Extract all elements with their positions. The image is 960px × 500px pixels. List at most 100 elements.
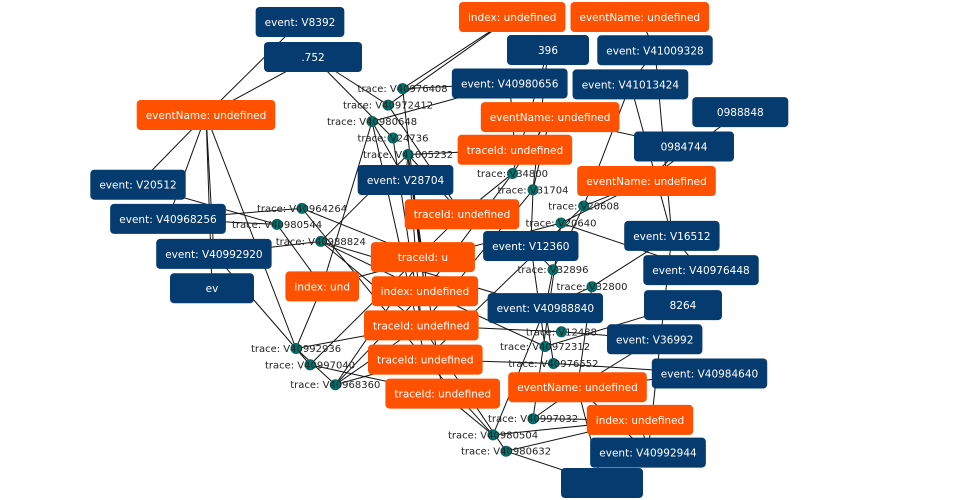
attribute-node[interactable]: traceId: undefined bbox=[385, 378, 500, 409]
attribute-box[interactable] bbox=[570, 2, 710, 32]
trace-node[interactable]: trace: V31704 bbox=[497, 184, 569, 197]
event-node[interactable]: event: V8392 bbox=[255, 7, 345, 37]
event-node[interactable]: event: V40980656 bbox=[451, 68, 568, 99]
trace-dot[interactable] bbox=[555, 326, 567, 338]
trace-node[interactable]: trace: V40997032 bbox=[488, 413, 578, 426]
trace-node[interactable]: trace: V32896 bbox=[517, 264, 589, 277]
trace-node[interactable]: trace: V41005232 bbox=[363, 149, 453, 162]
attribute-box[interactable] bbox=[586, 404, 694, 435]
event-node[interactable] bbox=[561, 468, 643, 498]
event-node[interactable]: 0988848 bbox=[692, 97, 789, 128]
trace-node[interactable]: trace: V12488 bbox=[526, 326, 597, 339]
trace-dot[interactable] bbox=[539, 341, 551, 352]
event-box[interactable] bbox=[644, 290, 722, 321]
trace-dot[interactable] bbox=[547, 358, 559, 369]
event-box[interactable] bbox=[597, 35, 713, 66]
trace-dot[interactable] bbox=[527, 413, 539, 425]
attribute-box[interactable] bbox=[458, 2, 566, 32]
event-node[interactable]: event: V40992944 bbox=[590, 437, 706, 468]
event-node[interactable]: 396 bbox=[507, 35, 589, 65]
trace-node[interactable]: trace: V40976408 bbox=[358, 83, 448, 96]
attribute-node[interactable]: eventName: undefined bbox=[577, 166, 716, 196]
attribute-box[interactable] bbox=[364, 310, 479, 341]
attribute-node[interactable]: eventName: undefined bbox=[570, 2, 710, 32]
trace-node[interactable]: trace: V20640 bbox=[525, 217, 597, 230]
event-node[interactable]: event: V40992920 bbox=[156, 238, 272, 269]
trace-dot[interactable] bbox=[397, 83, 409, 95]
trace-dot[interactable] bbox=[387, 132, 399, 144]
trace-node[interactable]: trace: V40964264 bbox=[257, 202, 347, 215]
event-node[interactable]: event: V16512 bbox=[624, 220, 720, 251]
trace-dot[interactable] bbox=[296, 202, 308, 214]
event-box[interactable] bbox=[634, 131, 734, 162]
event-box[interactable] bbox=[483, 231, 579, 261]
attribute-node[interactable]: eventName: undefined bbox=[480, 102, 620, 133]
event-node[interactable]: event: V41009328 bbox=[597, 35, 713, 66]
event-node[interactable]: event: V28704 bbox=[357, 165, 454, 195]
trace-dot[interactable] bbox=[290, 343, 302, 354]
event-box[interactable] bbox=[156, 238, 272, 269]
attribute-box[interactable] bbox=[577, 166, 716, 196]
event-node[interactable]: event: V40976448 bbox=[643, 255, 759, 286]
trace-node[interactable]: trace: V20608 bbox=[548, 200, 619, 213]
attribute-box[interactable] bbox=[404, 199, 520, 230]
trace-dot[interactable] bbox=[382, 99, 394, 111]
trace-node[interactable]: trace: V40988824 bbox=[276, 235, 366, 248]
trace-node[interactable]: trace: V40980648 bbox=[327, 116, 417, 129]
event-box[interactable] bbox=[692, 97, 789, 128]
event-box[interactable] bbox=[110, 203, 226, 234]
attribute-node[interactable]: traceId: undefined bbox=[364, 310, 479, 341]
event-box[interactable] bbox=[572, 69, 689, 100]
trace-dot[interactable] bbox=[315, 235, 327, 247]
event-box[interactable] bbox=[90, 169, 186, 200]
event-box[interactable] bbox=[170, 273, 254, 304]
attribute-node[interactable]: traceId: undefined bbox=[368, 344, 483, 375]
trace-node[interactable]: trace: V40976552 bbox=[508, 358, 598, 371]
attribute-node[interactable]: traceId: undefined bbox=[404, 199, 520, 230]
trace-node[interactable]: trace: V40980504 bbox=[448, 429, 538, 442]
attribute-box[interactable] bbox=[508, 372, 647, 403]
attribute-node[interactable]: eventName: undefined bbox=[136, 100, 276, 130]
trace-dot[interactable] bbox=[547, 264, 559, 276]
trace-dot[interactable] bbox=[487, 429, 499, 441]
trace-dot[interactable] bbox=[304, 359, 316, 371]
attribute-box[interactable] bbox=[136, 100, 276, 130]
attribute-node[interactable]: traceId: u bbox=[370, 242, 475, 273]
attribute-node[interactable]: index: undefined bbox=[458, 2, 566, 32]
trace-node[interactable]: trace: V40980632 bbox=[461, 445, 551, 458]
trace-dot[interactable] bbox=[329, 379, 341, 391]
trace-node[interactable]: trace: V40968360 bbox=[290, 379, 380, 392]
trace-node[interactable]: trace: V40997040 bbox=[265, 359, 355, 372]
event-box[interactable] bbox=[487, 293, 604, 324]
attribute-node[interactable]: index: undefined bbox=[371, 276, 479, 307]
attribute-node[interactable]: eventName: undefined bbox=[508, 372, 647, 403]
event-node[interactable]: event: V36992 bbox=[607, 324, 703, 355]
attribute-box[interactable] bbox=[285, 271, 359, 302]
trace-node[interactable]: trace: V32800 bbox=[556, 281, 628, 294]
attribute-box[interactable] bbox=[385, 378, 500, 409]
event-node[interactable]: 0984744 bbox=[634, 131, 734, 162]
trace-dot[interactable] bbox=[402, 149, 414, 160]
event-box[interactable] bbox=[561, 468, 643, 498]
attribute-node[interactable]: index: undefined bbox=[586, 404, 694, 435]
event-box[interactable] bbox=[264, 42, 362, 72]
event-node[interactable]: event: V41013424 bbox=[572, 69, 689, 100]
event-node[interactable]: event: V40988840 bbox=[487, 293, 604, 324]
event-node[interactable]: event: V40984640 bbox=[651, 358, 768, 389]
event-node[interactable]: 8264 bbox=[644, 290, 722, 321]
event-node[interactable]: .752 bbox=[264, 42, 362, 72]
trace-node[interactable]: trace: V24736 bbox=[357, 132, 429, 145]
event-box[interactable] bbox=[357, 165, 454, 195]
event-box[interactable] bbox=[607, 324, 703, 355]
event-box[interactable] bbox=[255, 7, 345, 37]
event-box[interactable] bbox=[651, 358, 768, 389]
event-box[interactable] bbox=[643, 255, 759, 286]
attribute-box[interactable] bbox=[457, 134, 573, 165]
trace-dot[interactable] bbox=[527, 184, 539, 196]
event-node[interactable]: event: V40968256 bbox=[110, 203, 226, 234]
attribute-box[interactable] bbox=[371, 276, 479, 307]
trace-dot[interactable] bbox=[500, 445, 512, 457]
attribute-box[interactable] bbox=[370, 242, 475, 273]
attribute-box[interactable] bbox=[368, 344, 483, 375]
